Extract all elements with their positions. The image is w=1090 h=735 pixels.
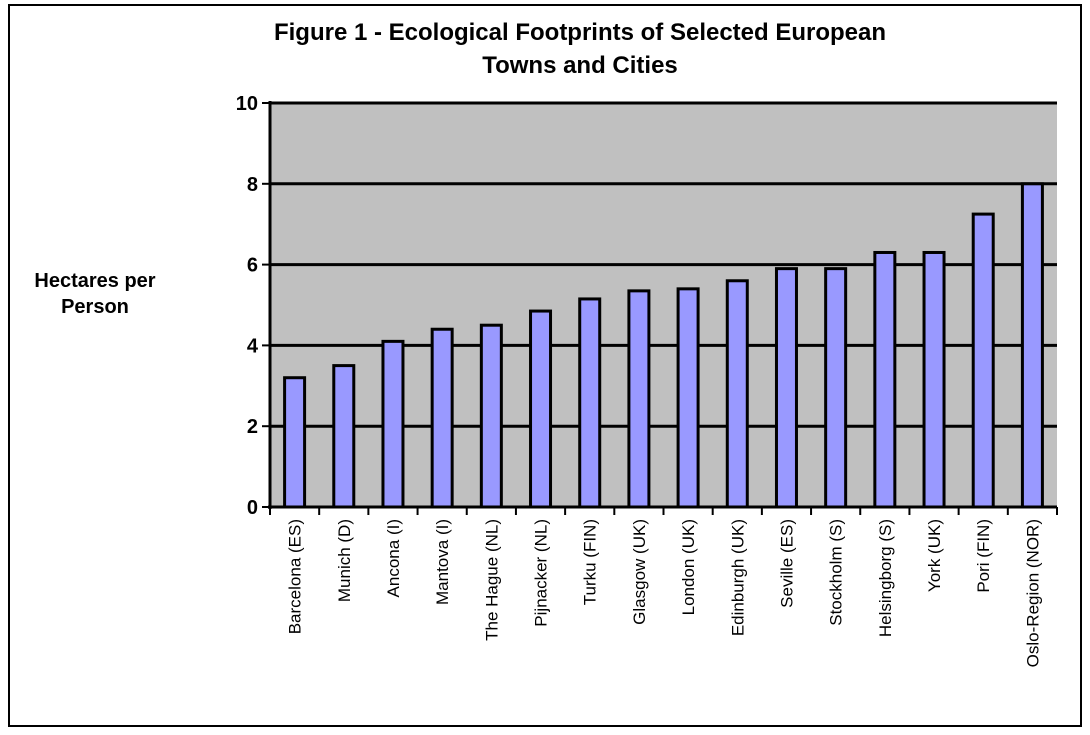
x-tick-label: Stockholm (S) (827, 519, 846, 626)
y-tick-label: 0 (247, 497, 258, 519)
bar (430, 327, 454, 509)
x-tick-label: Pori (FIN) (974, 519, 993, 593)
bar (725, 279, 749, 509)
x-tick-label: Oslo-Region (NOR) (1023, 519, 1042, 667)
y-tick-label: 4 (247, 335, 259, 357)
y-tick-label: 6 (247, 255, 258, 277)
x-tick-label: Barcelona (ES) (286, 519, 305, 634)
bar (1020, 182, 1044, 509)
x-tick-label: Seville (ES) (777, 519, 796, 608)
bar (529, 309, 553, 509)
bar (479, 323, 503, 509)
bar (627, 289, 651, 509)
bar (922, 250, 946, 509)
chart-title-line-1: Figure 1 - Ecological Footprints of Sele… (273, 19, 887, 46)
y-tick-label: 10 (236, 93, 258, 115)
chart-title: Figure 1 - Ecological Footprints of Sele… (150, 16, 1010, 82)
x-tick-label: Helsingborg (S) (876, 519, 895, 637)
x-tick-label: Munich (D) (335, 519, 354, 602)
y-tick-label: 2 (247, 416, 258, 438)
x-tick-label: Glasgow (UK) (630, 519, 649, 625)
bar (332, 364, 356, 509)
x-tick-label: York (UK) (925, 519, 944, 592)
x-tick-label: Mantova (I) (433, 519, 452, 605)
bar (283, 376, 307, 509)
x-tick-label: The Hague (NL) (482, 519, 501, 641)
bar (774, 267, 798, 509)
y-tick-label: 8 (247, 174, 258, 196)
bar (381, 339, 405, 509)
bar (578, 297, 602, 509)
bar (824, 267, 848, 509)
chart-title-line-2: Towns and Cities (482, 52, 678, 79)
bar (971, 212, 995, 509)
x-tick-label: Ancona (I) (384, 519, 403, 597)
x-tick-label: Edinburgh (UK) (728, 519, 747, 636)
bar (873, 250, 897, 509)
bar (676, 287, 700, 509)
y-axis-label: Hectares per Person (34, 270, 156, 318)
x-tick-label: London (UK) (679, 519, 698, 615)
x-tick-label: Pijnacker (NL) (532, 519, 551, 627)
x-tick-label: Turku (FIN) (581, 519, 600, 605)
